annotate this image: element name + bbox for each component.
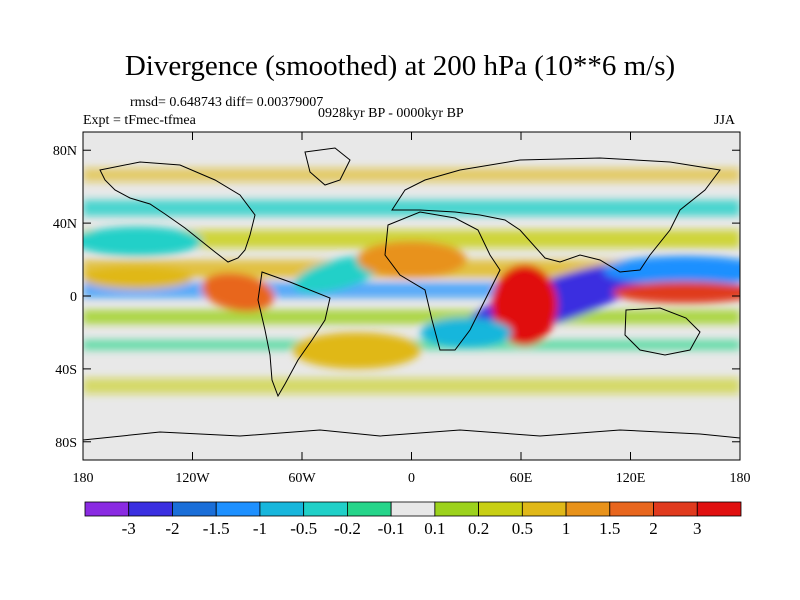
experiment-text: Expt = tFmec-tfmea bbox=[83, 113, 196, 128]
anomaly-region bbox=[420, 317, 512, 348]
coastline-south-america bbox=[257, 271, 331, 398]
anomaly-region bbox=[83, 226, 202, 256]
lon-tick-label: 120W bbox=[175, 471, 210, 486]
colorbar-swatch bbox=[696, 501, 742, 517]
lon-tick-label: 180 bbox=[730, 471, 751, 486]
lon-tick-label: 0 bbox=[408, 471, 415, 486]
colorbar-swatch bbox=[128, 501, 173, 517]
colorbar-label: -0.5 bbox=[290, 519, 317, 538]
anomaly-region bbox=[356, 241, 467, 278]
colorbar-label: -3 bbox=[122, 519, 136, 538]
colorbar-label: -2 bbox=[165, 519, 179, 538]
colorbar-label: 2 bbox=[649, 519, 658, 538]
lat-tick-label: 40N bbox=[53, 217, 77, 232]
colorbar-swatch bbox=[259, 501, 305, 517]
anomaly-band bbox=[83, 378, 740, 394]
colorbar-label: 1.5 bbox=[599, 519, 620, 538]
anomaly-region bbox=[83, 266, 193, 289]
colorbar-label: 0.5 bbox=[512, 519, 533, 538]
colorbar-swatch bbox=[303, 501, 348, 517]
lon-tick-label: 60W bbox=[288, 471, 316, 486]
colorbar-swatch bbox=[434, 501, 480, 517]
anomaly-region bbox=[603, 255, 740, 286]
colorbar-label: 0.2 bbox=[468, 519, 489, 538]
colorbar-label: -1 bbox=[253, 519, 267, 538]
anomaly-band bbox=[83, 200, 740, 216]
colorbar-swatch bbox=[478, 501, 523, 517]
anomaly-band bbox=[83, 310, 740, 324]
colorbar-label: -1.5 bbox=[203, 519, 230, 538]
anomaly-region bbox=[612, 281, 740, 304]
anomaly-band bbox=[83, 168, 740, 182]
period-text: 0928kyr BP - 0000kyr BP bbox=[318, 106, 464, 121]
colorbar-label: -0.1 bbox=[378, 519, 405, 538]
colorbar-label: 0.1 bbox=[424, 519, 445, 538]
coastline-antarctica bbox=[83, 429, 740, 441]
coastlines bbox=[83, 147, 740, 441]
lat-tick-label: 80S bbox=[55, 436, 77, 451]
lat-tick-label: 80N bbox=[53, 144, 77, 159]
colorbar-swatch bbox=[84, 501, 130, 517]
season-text: JJA bbox=[714, 113, 736, 128]
colorbar-label: 1 bbox=[562, 519, 571, 538]
colorbar-swatch bbox=[172, 501, 217, 517]
coastline-africa bbox=[384, 211, 501, 351]
colorbar-swatch bbox=[609, 501, 654, 517]
anomaly-region bbox=[202, 273, 275, 312]
lat-tick-label: 0 bbox=[70, 290, 77, 305]
anomaly-region bbox=[292, 332, 421, 369]
coastline-eurasia bbox=[391, 157, 721, 273]
map-title: Divergence (smoothed) at 200 hPa (10**6 … bbox=[124, 50, 676, 82]
colorbar-swatch bbox=[565, 501, 611, 517]
coastline-australia bbox=[624, 307, 701, 356]
lon-tick-label: 120E bbox=[616, 471, 646, 486]
coastline-north-america bbox=[99, 161, 256, 263]
lon-tick-label: 180 bbox=[73, 471, 94, 486]
colorbar-swatch bbox=[215, 501, 261, 517]
colorbar-label: 3 bbox=[693, 519, 702, 538]
lat-tick-label: 40S bbox=[55, 363, 77, 378]
colorbar-swatch bbox=[346, 501, 392, 517]
colorbar-swatch bbox=[653, 501, 698, 517]
colorbar-swatch bbox=[390, 501, 436, 517]
coastline-greenland bbox=[304, 147, 351, 186]
colorbar-swatch bbox=[521, 501, 567, 517]
stats-text: rmsd= 0.648743 diff= 0.00379007 bbox=[130, 95, 324, 110]
colorbar-label: -0.2 bbox=[334, 519, 361, 538]
anomaly-region bbox=[491, 265, 558, 346]
lon-tick-label: 60E bbox=[510, 471, 533, 486]
